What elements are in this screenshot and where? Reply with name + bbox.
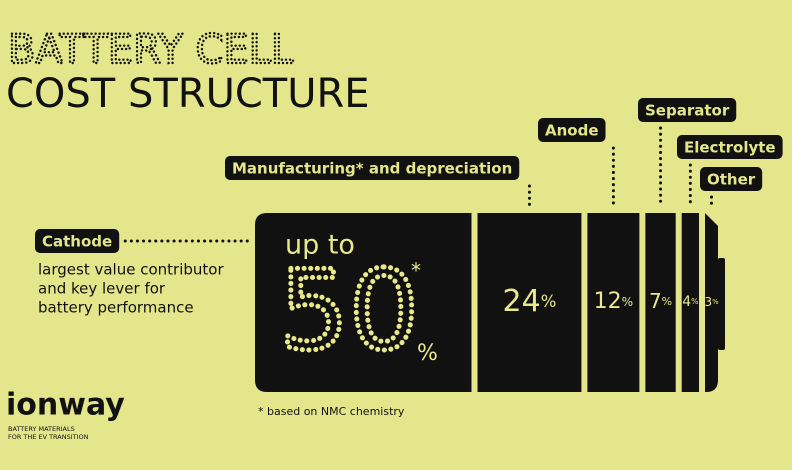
badge (225, 156, 520, 180)
battery (255, 213, 718, 392)
value-label: 7% (649, 289, 672, 313)
unit: % (622, 295, 634, 309)
callout: Manufacturing* and depreciation (225, 156, 520, 180)
brand-tagline: BATTERY MATERIALS (8, 425, 75, 433)
cell-segment (477, 213, 582, 392)
value-label: 24% (503, 284, 557, 319)
callout: Separator (638, 98, 737, 122)
value: 4 (682, 294, 691, 310)
brand-tagline: FOR THE EV TRANSITION (8, 433, 89, 441)
unit: % (712, 298, 718, 306)
badge-label: Anode (545, 122, 599, 140)
value-label: 3% (705, 295, 719, 309)
value: 7 (649, 289, 662, 313)
callout: Anode (538, 118, 606, 142)
badge-label: Other (707, 171, 756, 189)
cell-segment (705, 213, 718, 392)
badge (538, 118, 606, 142)
badge (638, 98, 737, 122)
badge (700, 167, 763, 191)
value: 12 (594, 289, 622, 314)
description: largest value contributor (38, 261, 224, 279)
badge (677, 135, 783, 159)
cell-segment (587, 213, 640, 392)
battery-terminal (718, 258, 725, 350)
value: 24 (503, 284, 541, 319)
footnote: * based on NMC chemistry (258, 405, 405, 418)
description: and key lever for (38, 280, 166, 298)
brand-name: ionway (6, 388, 125, 423)
unit: % (662, 295, 672, 308)
unit: % (541, 292, 557, 311)
value-label: 12% (594, 289, 634, 314)
description: battery performance (38, 299, 194, 317)
unit: % (691, 297, 698, 306)
badge-label: Separator (645, 102, 730, 120)
callout: Electrolyte (677, 135, 783, 159)
cell-segment (645, 213, 676, 392)
cell-segment (255, 213, 472, 392)
badge-label: Manufacturing* and depreciation (232, 160, 512, 178)
title-line: COST STRUCTURE (6, 71, 370, 117)
callout: Other (700, 167, 763, 191)
prefix: up to (285, 230, 355, 261)
callout: Cathode (35, 229, 120, 253)
title-line: BATTERY CELL (8, 27, 294, 73)
badge-label: Cathode (42, 233, 112, 251)
unit: % (417, 341, 438, 366)
badge-label: Electrolyte (684, 139, 776, 157)
badge (35, 229, 120, 253)
value-label: 4% (682, 294, 698, 310)
cell-segment (681, 213, 700, 392)
note-mark: * (411, 259, 421, 283)
value: 3 (705, 295, 713, 309)
value: 50 (279, 246, 419, 374)
